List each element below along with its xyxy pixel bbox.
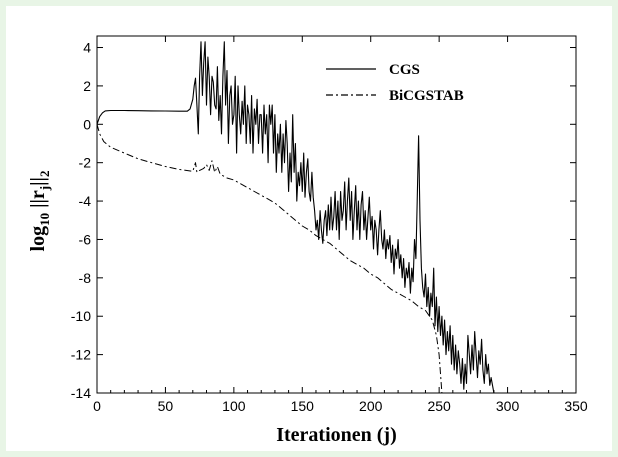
y-tick-label: -2 xyxy=(79,155,92,171)
chart-canvas: 0 50 100 150 200 250 300 350 4 2 0 -2 -4 -6 -8 -10 -12 -1… xyxy=(6,6,612,451)
y-tick-label: -14 xyxy=(71,385,91,401)
x-tick-label: 250 xyxy=(427,398,451,414)
svg-text:log10 ||rj||2: log10 ||rj||2 xyxy=(27,171,52,252)
x-tick-label: 50 xyxy=(158,398,174,414)
y-axis-title-norm-open: ||r xyxy=(27,190,49,213)
y-axis-title-base: 10 xyxy=(37,213,52,226)
y-tick-label: -6 xyxy=(79,231,92,247)
series-line-cgs xyxy=(97,41,495,393)
chart-legend: CGS BiCGSTAB xyxy=(326,62,464,104)
plot-area-frame xyxy=(96,35,577,394)
series-line-bicgstab xyxy=(97,124,443,393)
y-tick-label: -10 xyxy=(71,308,91,324)
x-tick-label: 0 xyxy=(93,398,101,414)
y-tick-label: 0 xyxy=(83,116,91,132)
y-tick-label: -12 xyxy=(71,347,91,363)
axis-ticks: 0 50 100 150 200 250 300 350 4 2 0 -2 -4 -6 -8 -10 -12 -1… xyxy=(71,36,588,414)
y-axis-title-log: log xyxy=(27,226,49,252)
x-axis-title: Iterationen (j) xyxy=(276,424,397,446)
y-axis-title: log10 ||rj||2 xyxy=(27,171,52,252)
x-tick-label: 300 xyxy=(496,398,520,414)
legend-label-cgs: CGS xyxy=(389,62,420,78)
x-tick-label: 100 xyxy=(222,398,246,414)
series-lines xyxy=(97,41,495,393)
y-axis-title-order: 2 xyxy=(37,171,52,178)
y-tick-label: -4 xyxy=(79,193,92,209)
x-tick-label: 350 xyxy=(564,398,588,414)
x-tick-label: 200 xyxy=(359,398,383,414)
y-tick-label: -8 xyxy=(79,270,92,286)
x-tick-label: 150 xyxy=(291,398,315,414)
y-tick-label: 4 xyxy=(83,40,91,56)
y-tick-label: 2 xyxy=(83,78,91,94)
y-axis-title-index: j xyxy=(37,186,52,191)
line-chart: 0 50 100 150 200 250 300 350 4 2 0 -2 -4 -6 -8 -10 -12 -1… xyxy=(27,35,588,446)
legend-label-bicgstab: BiCGSTAB xyxy=(389,88,464,104)
y-axis-title-norm-close: || xyxy=(27,177,49,186)
